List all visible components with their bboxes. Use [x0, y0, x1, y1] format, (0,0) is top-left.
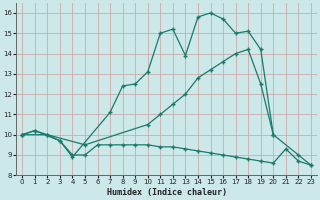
X-axis label: Humidex (Indice chaleur): Humidex (Indice chaleur) [107, 188, 227, 197]
